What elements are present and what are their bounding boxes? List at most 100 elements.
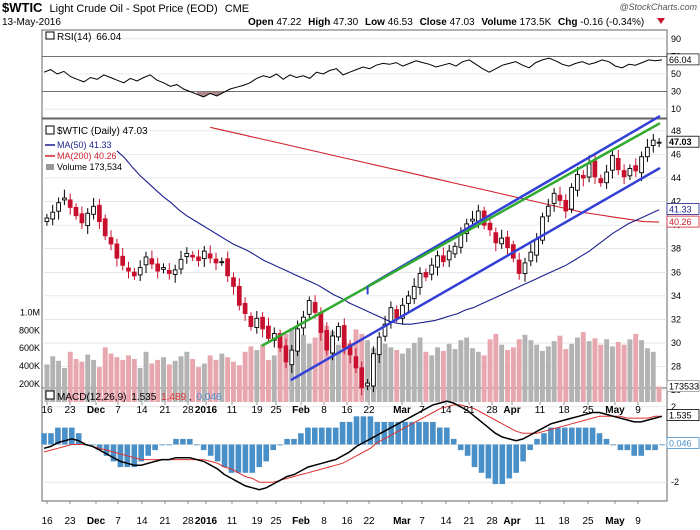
- macd-histogram-bar: [62, 427, 68, 445]
- volume-bar: [633, 333, 639, 402]
- candle-body: [505, 236, 510, 249]
- volume-bar: [44, 364, 50, 402]
- volume-bar: [423, 351, 429, 402]
- macd-histogram-bar: [200, 444, 207, 451]
- x-tick-label-bottom: May: [605, 516, 625, 527]
- volume-bar: [411, 342, 417, 402]
- macd-histogram-bar: [527, 444, 533, 451]
- x-tick-label-top: Apr: [503, 405, 520, 416]
- x-tick-label-bottom: 25: [582, 516, 594, 527]
- candle-body: [306, 300, 312, 315]
- price-tick-label: 48: [671, 126, 681, 136]
- candle-body: [365, 382, 370, 387]
- volume-bar: [347, 342, 353, 402]
- volume-bar: [569, 343, 575, 402]
- x-tick-label-top: 21: [463, 405, 475, 416]
- x-tick-label-top: 16: [41, 405, 53, 416]
- candle-body: [56, 202, 61, 212]
- volume-bar: [172, 360, 178, 402]
- candle-body: [645, 146, 650, 158]
- candle-body: [73, 206, 79, 217]
- symbol-text: $WTIC: [2, 0, 43, 15]
- candle-body: [650, 139, 656, 146]
- chg-label: Chg: [558, 17, 577, 28]
- candle-body: [557, 194, 563, 201]
- chart-date: 13-May-2016: [2, 17, 61, 28]
- x-tick-label-bottom: 14: [440, 516, 452, 527]
- candle-body: [545, 205, 551, 217]
- low-label: Low: [365, 17, 385, 28]
- candle-body: [277, 333, 283, 349]
- x-tick-label-top: 28: [486, 405, 498, 416]
- candle-body: [406, 295, 411, 304]
- volume-bar: [446, 343, 452, 402]
- volume-bar: [56, 360, 61, 402]
- x-tick-label-bottom: 21: [463, 516, 475, 527]
- candle-body: [563, 199, 569, 212]
- price-tick-label: 36: [671, 267, 681, 277]
- macd-histogram-bar: [457, 444, 464, 451]
- volume-bar: [336, 344, 341, 402]
- macd-histogram-bar: [652, 444, 658, 451]
- candle-body: [598, 178, 604, 184]
- volume-bar: [161, 357, 166, 402]
- volume-bar: [306, 343, 312, 402]
- x-tick-label-bottom: 22: [363, 516, 375, 527]
- volume-bar: [126, 355, 131, 402]
- candle-body: [580, 174, 586, 179]
- macd-histogram-bar: [402, 421, 408, 445]
- candle-body: [353, 356, 359, 369]
- x-tick-label-bottom: 23: [64, 516, 76, 527]
- macd-histogram-bar: [617, 444, 624, 451]
- volume-bar: [493, 333, 499, 402]
- candle-body: [161, 267, 166, 270]
- volume-bar: [213, 359, 219, 402]
- volume-bar: [615, 342, 621, 402]
- volume-bar: [266, 359, 271, 402]
- macd-histogram-bar: [263, 444, 269, 462]
- macd-histogram-bar: [346, 421, 353, 445]
- price-value-tag-text: 47.03: [669, 137, 692, 147]
- candle-body: [120, 255, 126, 266]
- candle-body: [446, 250, 452, 261]
- volume-bar: [143, 351, 149, 402]
- candle-body: [376, 336, 382, 356]
- macd-histogram-bar: [569, 427, 575, 445]
- candle-body: [452, 245, 458, 255]
- x-tick-label-bottom: Dec: [87, 516, 106, 527]
- macd-histogram-bar: [319, 427, 325, 445]
- macd-histogram-bar: [41, 433, 47, 445]
- x-tick-label-top: 16: [341, 405, 353, 416]
- candle-body: [248, 315, 254, 327]
- macd-histogram-bar: [499, 444, 506, 485]
- volume-bar: [540, 350, 545, 402]
- symbol-name: Light Crude Oil - Spot Price (EOD): [50, 3, 218, 15]
- volume-bar: [563, 349, 569, 402]
- candle-body: [429, 264, 435, 275]
- candle-body: [114, 243, 120, 259]
- volume-bar: [155, 359, 161, 402]
- volume-bar: [184, 351, 190, 402]
- price-legend-icon: [45, 125, 55, 135]
- macd-tick-label: 2: [671, 402, 676, 412]
- macd-histogram-bar: [416, 421, 422, 445]
- ma50-legend-text: MA(50) 41.33: [57, 140, 112, 150]
- candle-body: [575, 173, 580, 191]
- macd-histogram-bar: [187, 438, 193, 445]
- volume-tick-label: 600K: [19, 343, 40, 353]
- candle-body: [621, 170, 627, 178]
- volume-bar: [50, 356, 56, 402]
- volume-bar: [604, 339, 610, 402]
- volume-bar: [178, 356, 184, 402]
- volume-bar: [394, 350, 400, 402]
- candle-body: [371, 353, 376, 387]
- macd-histogram-bar: [69, 427, 75, 445]
- candle-body: [289, 349, 295, 366]
- candle-body: [242, 302, 248, 314]
- macd-histogram-bar: [228, 444, 235, 473]
- macd-histogram-bar: [312, 427, 318, 445]
- x-tick-label-bottom: 28: [182, 516, 194, 527]
- rsi-tick-label: 50: [671, 69, 681, 79]
- candle-body: [610, 155, 615, 171]
- volume-bar: [440, 350, 446, 402]
